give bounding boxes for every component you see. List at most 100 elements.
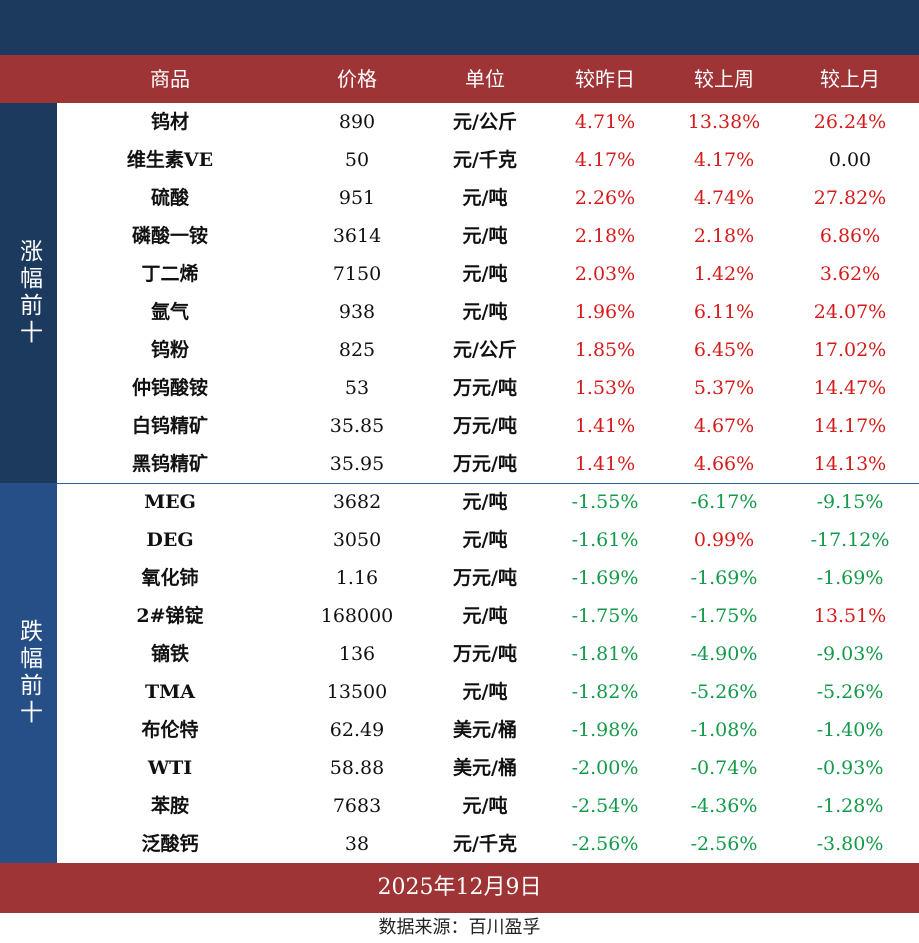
commodity-name: 白钨精矿 [131,415,208,437]
price-value: 13500 [326,681,388,703]
change-vs-yesterday: -1.61% [571,529,639,551]
unit-value: 元/公斤 [453,339,517,361]
change-vs-yesterday: 1.85% [574,339,636,361]
change-vs-last-week: -1.75% [690,605,758,627]
table-row: 氩气 938 元/吨 1.96% 6.11% 24.07% [0,293,919,331]
change-vs-last-month: 17.02% [813,339,887,361]
change-vs-last-week: -2.56% [690,833,758,855]
change-vs-last-month: 26.24% [813,111,887,133]
header-vs-last-month: 较上月 [820,67,880,91]
commodity-name: DEG [146,529,194,551]
unit-value: 元/吨 [462,681,508,703]
change-vs-last-month: -1.28% [816,795,884,817]
group-divider [57,483,919,484]
commodity-name: WTI [147,757,193,779]
table-row: 维生素VE 50 元/千克 4.17% 4.17% 0.00 [0,141,919,179]
change-vs-last-week: 4.67% [693,415,755,437]
table-row: 黑钨精矿 35.95 万元/吨 1.41% 4.66% 14.13% [0,445,919,483]
table-row: 2#锑锭 168000 元/吨 -1.75% -1.75% 13.51% [0,597,919,635]
table-row: MEG 3682 元/吨 -1.55% -6.17% -9.15% [0,483,919,521]
change-vs-last-month: 0.00 [828,149,872,171]
unit-value: 元/吨 [462,187,508,209]
change-vs-yesterday: -1.55% [571,491,639,513]
price-value: 58.88 [329,757,385,779]
table-row: 钨材 890 元/公斤 4.71% 13.38% 26.24% [0,103,919,141]
change-vs-yesterday: 1.96% [574,301,636,323]
header-price: 价格 [337,67,377,91]
header-vs-last-week: 较上周 [694,67,754,91]
table-row: 泛酸钙 38 元/千克 -2.56% -2.56% -3.80% [0,825,919,863]
table-header: 商品 价格 单位 较昨日 较上周 较上月 [0,55,919,103]
change-vs-last-week: 6.11% [693,301,755,323]
unit-value: 元/千克 [453,149,517,171]
price-value: 50 [344,149,370,171]
change-vs-yesterday: 1.53% [574,377,636,399]
unit-value: 元/吨 [462,263,508,285]
commodity-name: 布伦特 [141,719,199,741]
price-value: 62.49 [329,719,385,741]
price-value: 7150 [332,263,382,285]
unit-value: 万元/吨 [453,377,517,399]
change-vs-last-week: -4.90% [690,643,758,665]
header-vs-yesterday: 较昨日 [575,67,635,91]
price-value: 938 [338,301,376,323]
price-value: 53 [344,377,370,399]
change-vs-last-month: 13.51% [813,605,887,627]
price-value: 38 [344,833,370,855]
price-value: 35.85 [329,415,385,437]
change-vs-yesterday: 1.41% [574,453,636,475]
change-vs-last-month: -1.69% [816,567,884,589]
commodity-name: 泛酸钙 [141,833,199,855]
price-value: 168000 [320,605,394,627]
change-vs-yesterday: 2.26% [574,187,636,209]
table-row: 丁二烯 7150 元/吨 2.03% 1.42% 3.62% [0,255,919,293]
change-vs-yesterday: -2.54% [571,795,639,817]
commodity-name: 氧化铈 [141,567,199,589]
change-vs-yesterday: -2.00% [571,757,639,779]
change-vs-yesterday: -1.75% [571,605,639,627]
change-vs-last-month: 3.62% [819,263,881,285]
change-vs-yesterday: 4.71% [574,111,636,133]
commodity-name: 丁二烯 [141,263,199,285]
price-value: 825 [338,339,376,361]
header-unit: 单位 [465,67,505,91]
unit-value: 美元/桶 [453,757,517,779]
price-value: 890 [338,111,376,133]
commodity-name: 镝铁 [150,643,189,665]
table-row: 硫酸 951 元/吨 2.26% 4.74% 27.82% [0,179,919,217]
change-vs-last-week: 4.74% [693,187,755,209]
unit-value: 万元/吨 [453,453,517,475]
unit-value: 万元/吨 [453,415,517,437]
unit-value: 元/千克 [453,833,517,855]
price-value: 35.95 [329,453,385,475]
commodity-name: 苯胺 [150,795,189,817]
data-source: 数据来源：百川盈孚 [378,917,541,938]
price-value: 3050 [332,529,382,551]
date-bar: 2025年12月9日 [0,863,919,913]
top-losers-text: 跌幅前十 [15,619,42,727]
change-vs-last-month: 14.47% [813,377,887,399]
commodity-name: 磷酸一铵 [131,225,208,247]
table-row: WTI 58.88 美元/桶 -2.00% -0.74% -0.93% [0,749,919,787]
change-vs-yesterday: 2.18% [574,225,636,247]
change-vs-last-week: -1.08% [690,719,758,741]
price-value: 7683 [332,795,382,817]
table-row: 白钨精矿 35.85 万元/吨 1.41% 4.67% 14.17% [0,407,919,445]
change-vs-last-month: -5.26% [816,681,884,703]
commodity-name: TMA [145,681,195,703]
commodity-name: 仲钨酸铵 [131,377,208,399]
change-vs-last-week: -1.69% [690,567,758,589]
change-vs-last-month: -9.15% [816,491,884,513]
unit-value: 万元/吨 [453,567,517,589]
change-vs-yesterday: 1.41% [574,415,636,437]
unit-value: 元/吨 [462,301,508,323]
unit-value: 元/吨 [462,491,508,513]
change-vs-yesterday: -1.82% [571,681,639,703]
change-vs-last-month: 6.86% [819,225,881,247]
table-row: 布伦特 62.49 美元/桶 -1.98% -1.08% -1.40% [0,711,919,749]
change-vs-yesterday: -1.98% [571,719,639,741]
change-vs-yesterday: -2.56% [571,833,639,855]
table-row: 磷酸一铵 3614 元/吨 2.18% 2.18% 6.86% [0,217,919,255]
commodity-name: 黑钨精矿 [131,453,208,475]
change-vs-last-month: -1.40% [816,719,884,741]
